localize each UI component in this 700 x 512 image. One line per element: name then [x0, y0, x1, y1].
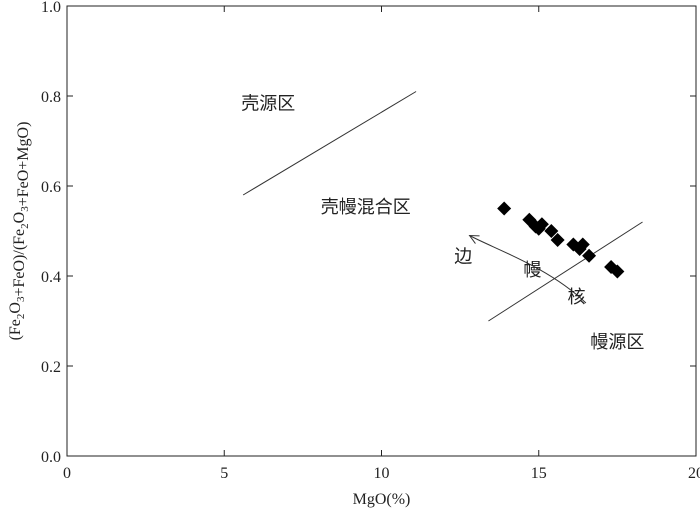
data-point	[497, 201, 512, 216]
axes: 0 5 10 15 20 0.0 0.2 0.4 0.6 0.8 1.0 MgO(%) (Fe2O3+F…	[7, 0, 700, 508]
data-point	[582, 248, 597, 263]
y-tick-label: 0.6	[41, 179, 61, 196]
region-label: 壳幔混合区	[321, 197, 411, 218]
boundary-line	[242, 91, 417, 196]
data-point	[531, 221, 546, 236]
x-tick-label: 5	[220, 465, 228, 482]
x-tick-label: 20	[688, 465, 700, 482]
y-tick-label: 0.0	[41, 449, 61, 466]
y-tick-label: 1.0	[41, 0, 61, 16]
y-tick-label: 0.4	[41, 269, 61, 286]
trend-arrow-curve	[469, 235, 587, 304]
region-label: 壳源区	[241, 94, 295, 115]
data-point	[610, 264, 625, 279]
y-axis-title: (Fe2O3+FeO)/(Fe2O3+FeO+MgO)	[7, 122, 32, 341]
region-label: 幔源区	[590, 332, 644, 353]
boundary-lines	[242, 91, 643, 322]
zone-annotation: 核	[567, 287, 585, 308]
boundary-line	[488, 221, 643, 322]
data-points	[497, 201, 625, 279]
x-tick-label: 15	[531, 465, 547, 482]
y-tick-label: 0.2	[41, 359, 61, 376]
x-axis-title: MgO(%)	[353, 491, 411, 508]
zone-annotation: 边	[454, 247, 472, 268]
plot-frame	[66, 5, 697, 457]
data-point	[550, 233, 565, 247]
zone-annotation: 幔	[523, 260, 541, 281]
x-tick-label: 10	[374, 465, 390, 482]
trend-arrow-head	[468, 234, 480, 244]
x-tick-label: 0	[63, 465, 71, 482]
trend-arrow	[468, 234, 587, 304]
y-tick-label: 0.8	[41, 89, 61, 106]
data-point	[575, 237, 590, 252]
data-point	[544, 224, 559, 238]
